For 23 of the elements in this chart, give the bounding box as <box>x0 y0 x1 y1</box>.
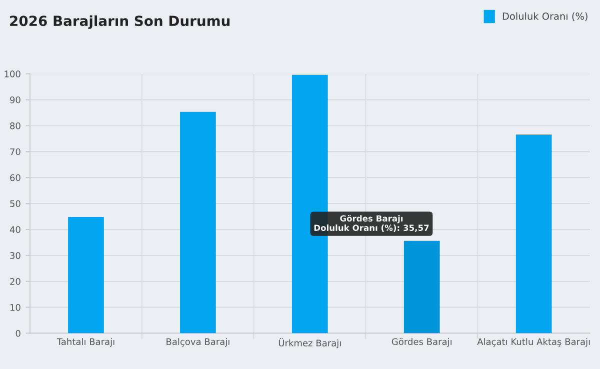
y-tick-label: 70 <box>10 148 20 156</box>
bar <box>516 134 552 334</box>
y-tick-label: 90 <box>10 96 20 104</box>
y-tick-label: 10 <box>10 304 20 311</box>
y-tick-label: 40 <box>10 226 20 233</box>
x-tick-label: Gördes Barajı <box>392 338 452 347</box>
y-tick-label: 80 <box>10 122 20 130</box>
x-tick-label: Tahtalı Barajı <box>56 338 114 347</box>
y-tick-label: 100 <box>4 70 20 78</box>
x-tick-label: Ürkmez Barajı <box>278 338 341 348</box>
y-tick-label: 0 <box>16 330 20 337</box>
y-tick-label: 60 <box>10 174 20 182</box>
annotation: Gördes Barajı Doluluk Oranı (%): 35,57 <box>314 214 429 232</box>
chart-title: 2026 Barajların Son Durumu <box>10 15 230 29</box>
y-tick-label: 30 <box>10 252 20 259</box>
x-tick-label: Alaçatı Kutlu Aktaş Barajı <box>477 338 590 347</box>
x-tick-label: Balçova Barajı <box>166 338 230 347</box>
bar <box>68 216 104 334</box>
bar <box>404 240 440 334</box>
y-tick-label: 50 <box>10 200 20 208</box>
legend-label: Doluluk Oranı (%) <box>502 12 588 22</box>
y-tick-label: 20 <box>10 278 20 285</box>
bar <box>180 112 216 334</box>
